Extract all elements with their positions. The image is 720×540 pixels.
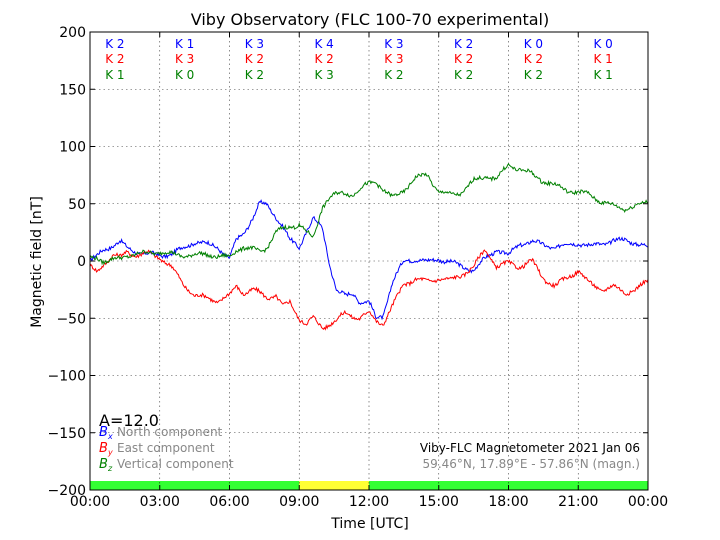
x-tick-label: 18:00: [488, 494, 528, 510]
y-tick-label: 50: [68, 197, 86, 213]
k-index-east: K 2: [105, 52, 124, 66]
k-index-north: K 0: [593, 37, 612, 51]
k-index-east: K 2: [245, 52, 264, 66]
k-index-east: K 2: [314, 52, 333, 66]
k-index-east: K 3: [175, 52, 194, 66]
k-index-north: K 3: [245, 37, 264, 51]
k-index-vertical: K 2: [454, 68, 473, 82]
x-tick-label: 12:00: [349, 494, 389, 510]
y-tick-label: −200: [48, 483, 86, 499]
legend-symbol-subscript: x: [107, 432, 113, 441]
k-index-east: K 2: [454, 52, 473, 66]
y-axis-label: Magnetic field [nT]: [29, 196, 45, 328]
k-index-north: K 2: [105, 37, 124, 51]
series-line-vertical-component: [89, 162, 649, 266]
chart-title: Viby Observatory (FLC 100-70 experimenta…: [191, 10, 550, 29]
activity-segment-0: [90, 481, 300, 490]
x-tick-label: 15:00: [419, 494, 459, 510]
k-index-vertical: K 2: [245, 68, 264, 82]
k-index-north: K 3: [384, 37, 403, 51]
k-index-vertical: K 2: [524, 68, 543, 82]
y-tick-label: −150: [48, 426, 86, 442]
y-tick-label: −100: [48, 369, 86, 385]
series-line-east-component: [89, 249, 649, 331]
series-line-north-component: [89, 199, 649, 321]
y-tick-label: 150: [59, 82, 86, 98]
a-index-label: A=12.0: [99, 411, 159, 430]
activity-segment-1: [299, 481, 369, 490]
legend-symbol: B: [99, 441, 108, 456]
x-tick-label: 09:00: [279, 494, 319, 510]
info-coordinates: 59.46°N, 17.89°E - 57.86°N (magn.): [423, 457, 640, 471]
x-tick-label: 00:00: [70, 494, 110, 510]
y-tick-label: −50: [56, 311, 86, 327]
x-tick-label: 21:00: [558, 494, 598, 510]
y-tick-label: 100: [59, 140, 86, 156]
grid: [90, 32, 648, 490]
k-index-north: K 1: [175, 37, 194, 51]
k-index-vertical: K 0: [175, 68, 194, 82]
x-axis-label: Time [UTC]: [330, 516, 408, 532]
series-group: [89, 162, 649, 331]
k-index-east: K 2: [524, 52, 543, 66]
legend-symbol: B: [99, 457, 108, 472]
y-tick-label: 0: [77, 254, 86, 270]
k-index-vertical: K 2: [384, 68, 403, 82]
x-tick-label: 06:00: [209, 494, 249, 510]
k-index-vertical: K 1: [105, 68, 124, 82]
legend-entry-label: Vertical component: [117, 457, 234, 471]
k-index-north: K 4: [314, 37, 333, 51]
legend-symbol-subscript: y: [107, 448, 113, 457]
k-index-vertical: K 3: [314, 68, 333, 82]
legend-entry-label: East component: [117, 441, 215, 455]
legend-entry-label: North component: [117, 425, 223, 439]
k-index-east: K 1: [593, 52, 612, 66]
legend-symbol: B: [99, 425, 108, 440]
x-tick-label: 03:00: [140, 494, 180, 510]
y-tick-label: 200: [59, 25, 86, 41]
k-index-east: K 3: [384, 52, 403, 66]
k-index-vertical: K 1: [593, 68, 612, 82]
axis-ticks: 00:00 03:00 06:00 09:00 12:00 15:00 18:00 21:00…: [48, 25, 669, 510]
legend-symbol-subscript: z: [107, 464, 113, 473]
k-index-north: K 2: [454, 37, 473, 51]
k-index-north: K 0: [524, 37, 543, 51]
x-tick-label: 00:00: [628, 494, 668, 510]
info-station: Viby-FLC Magnetometer 2021 Jan 06: [420, 441, 640, 455]
